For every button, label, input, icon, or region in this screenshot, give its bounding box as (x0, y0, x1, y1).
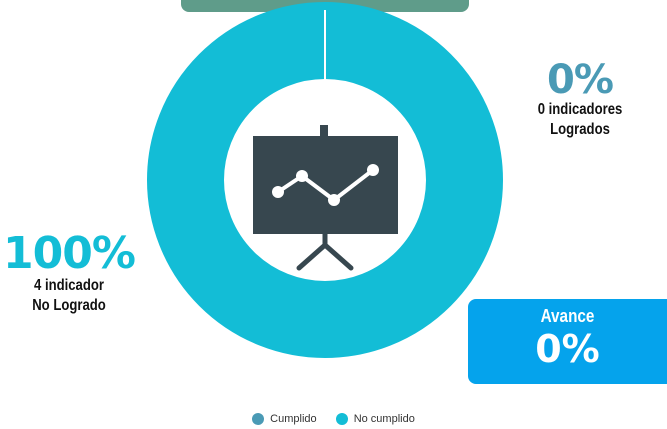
achieved-stat: 0% 0 indicadores Logrados (510, 60, 650, 140)
progress-label: Avance (540, 306, 595, 326)
legend-label-no-cumplido: No cumplido (353, 413, 415, 425)
achieved-count-label: 0 indicadores (537, 101, 623, 118)
not-achieved-count-label: 4 indicador (33, 277, 104, 294)
not-achieved-percent: 100% (3, 228, 136, 279)
legend-item-no-cumplido[interactable]: No cumplido (335, 413, 415, 425)
achieved-status-label: Logrados (550, 121, 610, 138)
legend-swatch-cumplido (252, 413, 265, 425)
legend-label-cumplido: Cumplido (270, 413, 317, 425)
legend-swatch-no-cumplido (335, 413, 348, 425)
presentation-chart-icon (253, 125, 398, 271)
not-achieved-stat: 100% 4 indicador No Logrado (0, 232, 138, 316)
progress-value: 0% (535, 327, 600, 371)
achieved-percent: 0% (547, 57, 614, 103)
not-achieved-status-label: No Logrado (32, 297, 106, 314)
progress-box: Avance 0% (468, 299, 667, 384)
chart-legend: Cumplido No cumplido (0, 413, 667, 428)
legend-item-cumplido[interactable]: Cumplido (252, 413, 317, 425)
